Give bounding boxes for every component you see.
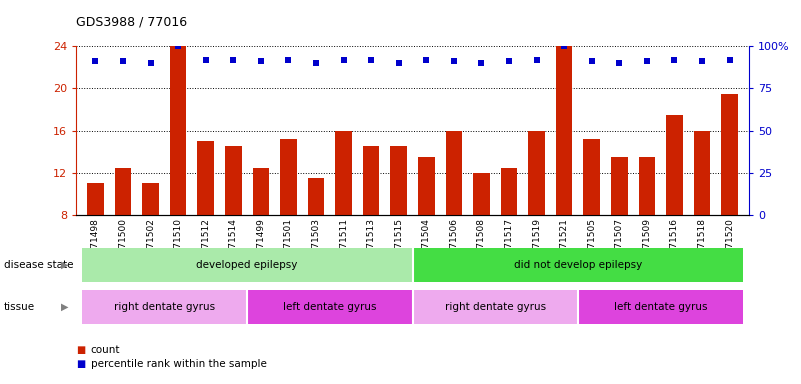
Bar [308,178,324,300]
Point [364,56,377,63]
Point [668,56,681,63]
Text: count: count [91,345,120,355]
Text: disease state: disease state [4,260,74,270]
Text: ■: ■ [76,345,86,355]
Bar [694,131,710,300]
Bar [666,115,682,300]
Text: right dentate gyrus: right dentate gyrus [114,302,215,312]
Point [117,58,130,65]
Point [530,56,543,63]
Bar [82,248,413,282]
Text: ▶: ▶ [61,260,68,270]
Text: percentile rank within the sample: percentile rank within the sample [91,359,267,369]
Bar [611,157,628,300]
Point [420,56,433,63]
Text: left dentate gyrus: left dentate gyrus [283,302,376,312]
Point [171,43,184,49]
Bar [722,94,738,300]
Bar [390,146,407,300]
Point [337,56,350,63]
Text: right dentate gyrus: right dentate gyrus [445,302,545,312]
Bar [252,167,269,300]
Bar [556,46,573,300]
Point [613,60,626,66]
Bar [82,290,247,324]
Bar [336,131,352,300]
Point [502,58,515,65]
Point [695,58,708,65]
Bar [413,248,743,282]
Text: developed epilepsy: developed epilepsy [196,260,298,270]
Text: ■: ■ [76,359,86,369]
Point [723,56,736,63]
Bar [638,157,655,300]
Bar [501,167,517,300]
Text: left dentate gyrus: left dentate gyrus [614,302,707,312]
Text: did not develop epilepsy: did not develop epilepsy [514,260,642,270]
Bar [445,131,462,300]
Point [199,56,212,63]
Bar [363,146,380,300]
Text: ▶: ▶ [61,302,68,312]
Bar [578,290,743,324]
Bar [473,173,489,300]
Bar [115,167,131,300]
Bar [529,131,545,300]
Point [641,58,654,65]
Point [255,58,268,65]
Bar [418,157,435,300]
Bar [280,139,296,300]
Text: tissue: tissue [4,302,35,312]
Point [586,58,598,65]
Point [475,60,488,66]
Bar [225,146,242,300]
Bar [87,184,103,300]
Point [392,60,405,66]
Bar [247,290,413,324]
Point [282,56,295,63]
Point [557,43,570,49]
Point [227,56,239,63]
Bar [143,184,159,300]
Point [310,60,323,66]
Text: GDS3988 / 77016: GDS3988 / 77016 [76,15,187,28]
Point [448,58,461,65]
Bar [197,141,214,300]
Bar [413,290,578,324]
Bar [170,46,187,300]
Bar [583,139,600,300]
Point [144,60,157,66]
Point [89,58,102,65]
